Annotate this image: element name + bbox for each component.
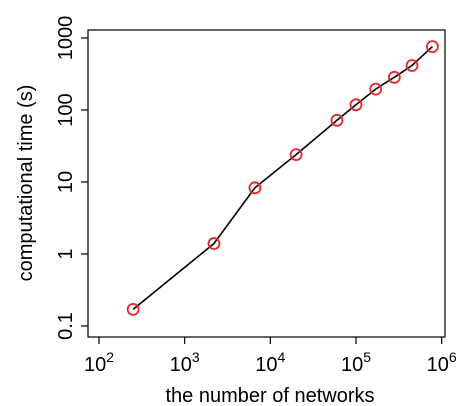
data-point xyxy=(387,70,401,84)
data-point xyxy=(405,59,419,72)
data-point xyxy=(126,302,140,316)
x-tick-label: 103 xyxy=(170,349,200,376)
series-line xyxy=(132,46,433,311)
plot-frame xyxy=(87,29,446,338)
x-tick-label: 102 xyxy=(84,349,114,376)
x-axis-title: the number of networks xyxy=(166,385,375,406)
data-point xyxy=(207,237,221,250)
series xyxy=(126,40,439,316)
y-tick-label: 10 xyxy=(55,171,77,193)
y-axis-title: computational time (s) xyxy=(15,85,37,282)
x-tick-label: 106 xyxy=(427,349,457,376)
x-tick-label: 104 xyxy=(255,349,285,376)
data-point xyxy=(369,82,383,96)
y-axis: 0.1 1 10 100 1000 xyxy=(55,16,88,340)
y-tick-label: 1 xyxy=(55,248,77,259)
data-point xyxy=(330,113,344,127)
data-point xyxy=(289,148,303,162)
x-axis: 102 103 104 105 106 xyxy=(84,337,457,376)
y-tick-label: 100 xyxy=(55,93,77,126)
data-point xyxy=(349,98,363,112)
y-tick-label: 1000 xyxy=(55,16,77,61)
data-point xyxy=(425,40,439,53)
x-tick-label: 105 xyxy=(341,349,371,376)
data-point xyxy=(248,181,262,195)
y-tick-label: 0.1 xyxy=(55,312,77,340)
